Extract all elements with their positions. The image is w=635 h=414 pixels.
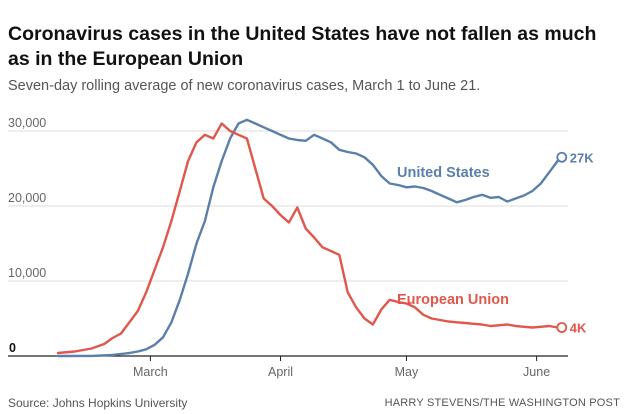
series-name-label: United States <box>397 165 490 181</box>
source-note: Source: Johns Hopkins University <box>8 396 188 410</box>
label-layer: 0 10,000 20,000 30,000 March April May June 27K 4… <box>8 116 594 379</box>
y-tick-label: 10,000 <box>8 266 46 280</box>
chart-title: Coronavirus cases in the United States h… <box>8 23 597 70</box>
x-tick-label: June <box>523 365 550 379</box>
x-tick-label: April <box>268 365 293 379</box>
series-line-united-states <box>56 118 563 358</box>
y-tick-label: 20,000 <box>8 191 46 205</box>
chart-subtitle: Seven-day rolling average of new coronav… <box>8 78 481 94</box>
series-end-label: 27K <box>570 150 594 165</box>
line-layer <box>56 118 568 358</box>
series-end-marker <box>556 151 568 163</box>
series-end-label: 4K <box>570 321 587 336</box>
y-tick-label: 30,000 <box>8 116 46 130</box>
series-end-marker <box>556 322 568 333</box>
series-name-label: European Union <box>397 292 509 308</box>
series-line-european-union <box>56 122 563 355</box>
credit-line: HARRY STEVENS/THE WASHINGTON POST <box>384 397 620 409</box>
x-tick-label: March <box>133 365 168 379</box>
x-tick-label: May <box>395 365 419 379</box>
y-tick-label: 0 <box>9 341 16 355</box>
